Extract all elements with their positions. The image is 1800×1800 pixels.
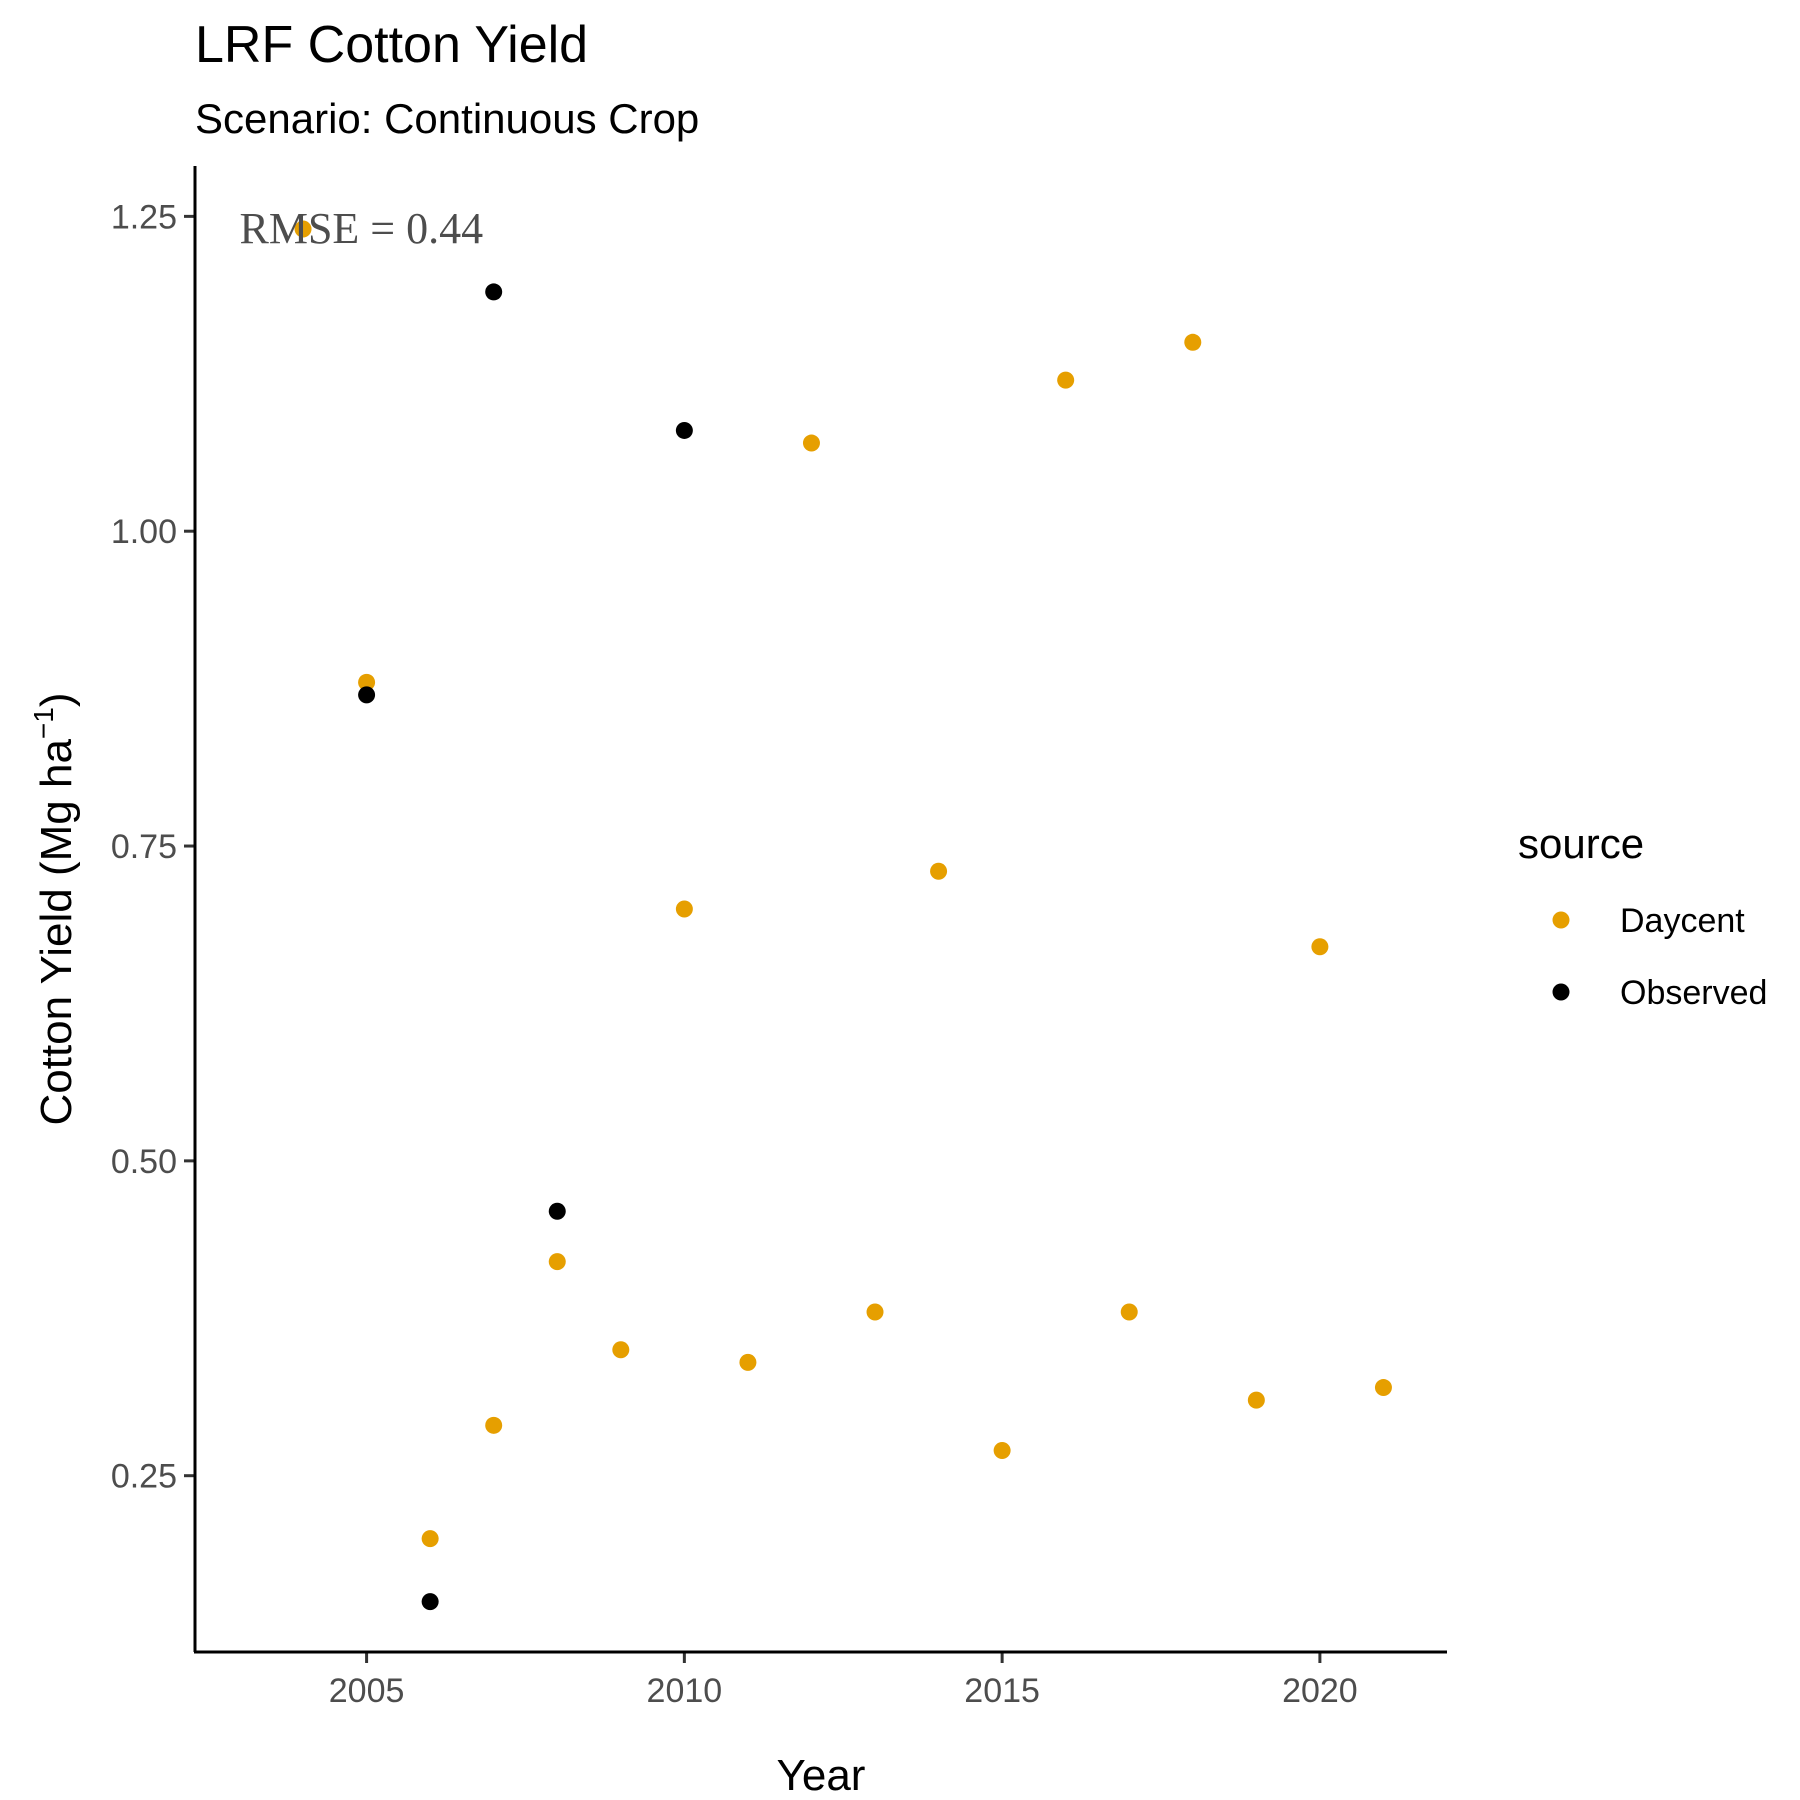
- y-tick-label: 0.75: [111, 828, 177, 866]
- y-tick-label: 1.25: [111, 198, 177, 236]
- y-tick-label: 0.50: [111, 1143, 177, 1181]
- y-tick-label: 1.00: [111, 513, 177, 551]
- daycent-point: [993, 1442, 1011, 1460]
- daycent-point: [675, 900, 693, 918]
- daycent-point: [294, 220, 312, 238]
- x-axis-ticks: 2005 2010 2015 2020: [329, 1652, 1358, 1710]
- daycent-point: [485, 1416, 503, 1434]
- daycent-point: [1247, 1391, 1265, 1409]
- legend-items: Daycent Observed: [1552, 902, 1767, 1012]
- legend: source Daycent Observed: [1518, 820, 1767, 1012]
- daycent-point: [421, 1530, 439, 1548]
- observed-point: [421, 1593, 439, 1611]
- daycent-point: [1184, 333, 1202, 351]
- daycent-point: [1311, 938, 1329, 956]
- daycent-point: [930, 862, 948, 880]
- rmse-annotation: RMSE = 0.44: [239, 204, 483, 253]
- chart-subtitle: Scenario: Continuous Crop: [195, 95, 699, 142]
- daycent-point: [866, 1303, 884, 1321]
- y-axis-title-superscript: −1: [28, 707, 59, 739]
- daycent-point: [1374, 1379, 1392, 1397]
- y-axis-title-close: ): [32, 692, 81, 707]
- daycent-point: [548, 1253, 566, 1271]
- y-axis-title-main: Cotton Yield (Mg ha: [32, 739, 81, 1126]
- x-tick-label: 2005: [329, 1672, 405, 1710]
- legend-daycent-label: Daycent: [1620, 902, 1745, 940]
- legend-title: source: [1518, 820, 1644, 867]
- legend-observed-key: [1552, 983, 1570, 1001]
- x-tick-label: 2015: [964, 1672, 1040, 1710]
- daycent-point: [612, 1341, 630, 1359]
- observed-point: [548, 1202, 566, 1220]
- y-tick-label: 0.25: [111, 1458, 177, 1496]
- daycent-point: [1120, 1303, 1138, 1321]
- y-axis-ticks: 0.25 0.50 0.75 1.00 1.25: [111, 198, 195, 1496]
- daycent-point: [802, 434, 820, 452]
- legend-observed-label: Observed: [1620, 974, 1767, 1012]
- daycent-point: [358, 673, 376, 691]
- x-tick-label: 2010: [647, 1672, 723, 1710]
- daycent-point: [1057, 371, 1075, 389]
- x-tick-label: 2020: [1282, 1672, 1358, 1710]
- x-axis-title: Year: [777, 1751, 866, 1800]
- observed-point: [358, 686, 376, 704]
- daycent-point: [739, 1353, 757, 1371]
- observed-point: [675, 421, 693, 439]
- legend-daycent-key: [1552, 911, 1570, 929]
- y-axis-title: Cotton Yield (Mg ha−1): [28, 692, 81, 1125]
- chart-title: LRF Cotton Yield: [195, 16, 588, 74]
- observed-point: [485, 283, 503, 301]
- data-points: [294, 220, 1392, 1611]
